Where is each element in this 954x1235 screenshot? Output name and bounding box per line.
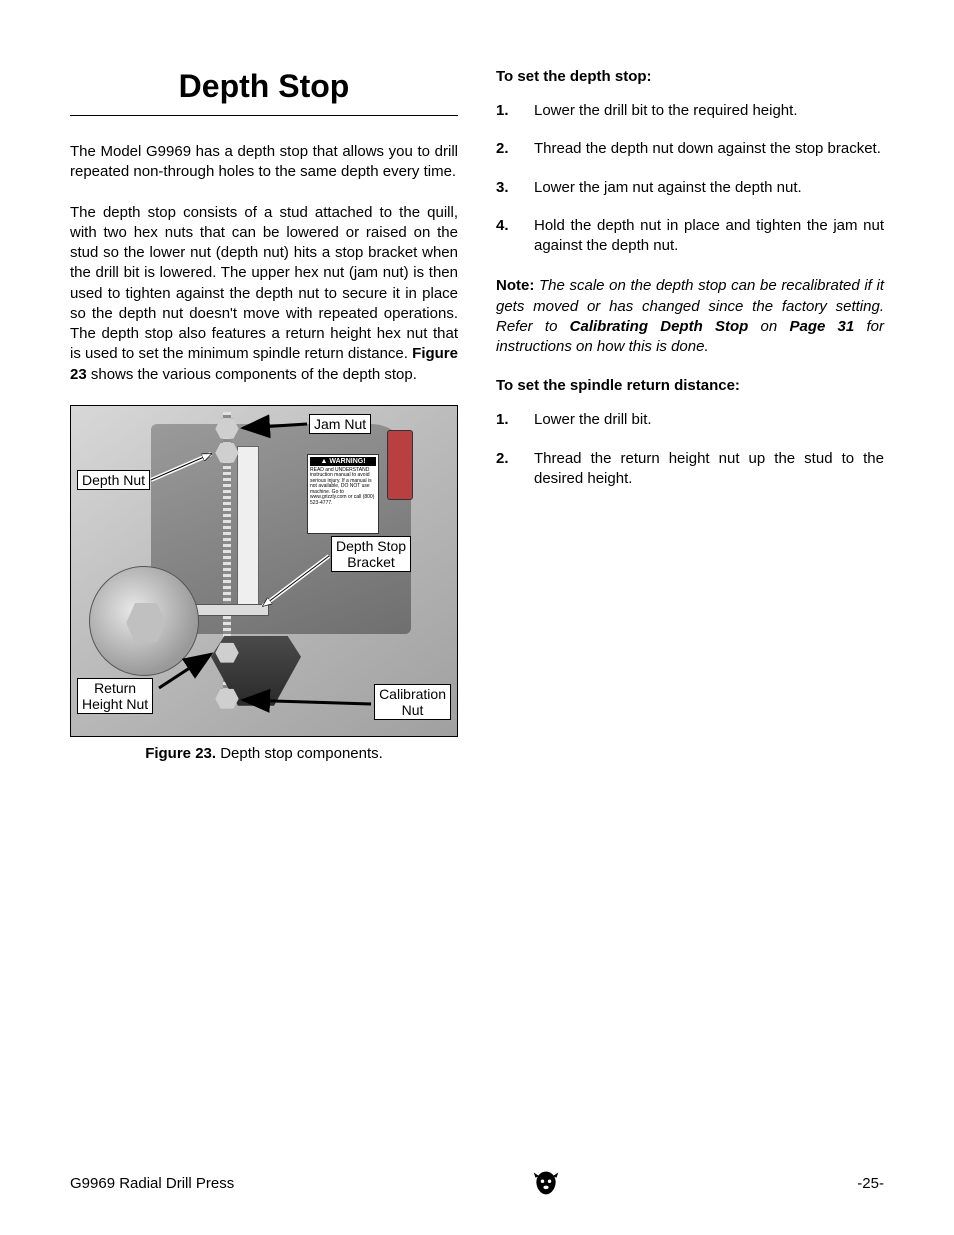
power-switch-graphic [387, 430, 413, 500]
steps-set-spindle-return: Lower the drill bit. Thread the return h… [496, 410, 884, 489]
heading-set-spindle-return: To set the spindle return distance: [496, 377, 884, 394]
callout-line2: Bracket [347, 554, 394, 570]
callout-line2: Height Nut [82, 696, 148, 712]
figure-caption-num: Figure 23. [145, 745, 216, 762]
footer-left-text: G9969 Radial Drill Press [70, 1175, 234, 1192]
page-footer: G9969 Radial Drill Press -25- [70, 1169, 884, 1197]
quill-boss-graphic [89, 566, 199, 676]
note-label: Note: [496, 277, 534, 294]
callout-line2: Nut [402, 702, 424, 718]
step-item: Lower the drill bit to the required heig… [496, 101, 884, 121]
depth-scale-graphic [237, 446, 259, 616]
callout-return-height-nut: Return Height Nut [77, 678, 153, 714]
warning-body-text: READ and UNDERSTAND instruction manual t… [310, 466, 376, 507]
figure-23: ▲WARNING! READ and UNDERSTAND instructio… [70, 405, 458, 737]
note-paragraph: Note: The scale on the depth stop can be… [496, 276, 884, 357]
callout-calibration-nut: Calibration Nut [374, 684, 451, 720]
callout-depth-stop-bracket: Depth Stop Bracket [331, 536, 411, 572]
right-column: To set the depth stop: Lower the drill b… [496, 68, 884, 762]
stop-bracket-graphic [189, 604, 269, 616]
left-column: Depth Stop The Model G9969 has a depth s… [70, 68, 458, 762]
heading-set-depth-stop: To set the depth stop: [496, 68, 884, 85]
figure-caption: Figure 23. Depth stop components. [70, 745, 458, 762]
warning-triangle-icon: ▲ [320, 458, 327, 465]
callout-depth-nut: Depth Nut [77, 470, 150, 490]
steps-set-depth-stop: Lower the drill bit to the required heig… [496, 101, 884, 256]
para-text-a: The depth stop consists of a stud attach… [70, 204, 458, 363]
note-text-b: on [748, 318, 789, 335]
page-title: Depth Stop [70, 68, 458, 116]
figure-caption-text: Depth stop components. [216, 745, 383, 762]
step-item: Lower the drill bit. [496, 410, 884, 430]
footer-right-text: -25- [857, 1175, 884, 1192]
step-item: Hold the depth nut in place and tighten … [496, 216, 884, 257]
warning-header-text: WARNING! [329, 458, 365, 465]
description-paragraph: The depth stop consists of a stud attach… [70, 203, 458, 385]
intro-paragraph: The Model G9969 has a depth stop that al… [70, 142, 458, 183]
step-item: Lower the jam nut against the depth nut. [496, 178, 884, 198]
note-ref-calibrating: Calibrating Depth Stop [570, 318, 749, 335]
para-text-b: shows the various components of the dept… [87, 366, 417, 383]
footer-logo-icon [532, 1169, 560, 1197]
callout-line1: Calibration [379, 686, 446, 702]
step-item: Thread the depth nut down against the st… [496, 139, 884, 159]
callout-line1: Return [94, 680, 136, 696]
callout-jam-nut: Jam Nut [309, 414, 371, 434]
warning-label-graphic: ▲WARNING! READ and UNDERSTAND instructio… [307, 454, 379, 534]
callout-line1: Depth Stop [336, 538, 406, 554]
step-item: Thread the return height nut up the stud… [496, 449, 884, 490]
note-ref-page: Page 31 [789, 318, 854, 335]
